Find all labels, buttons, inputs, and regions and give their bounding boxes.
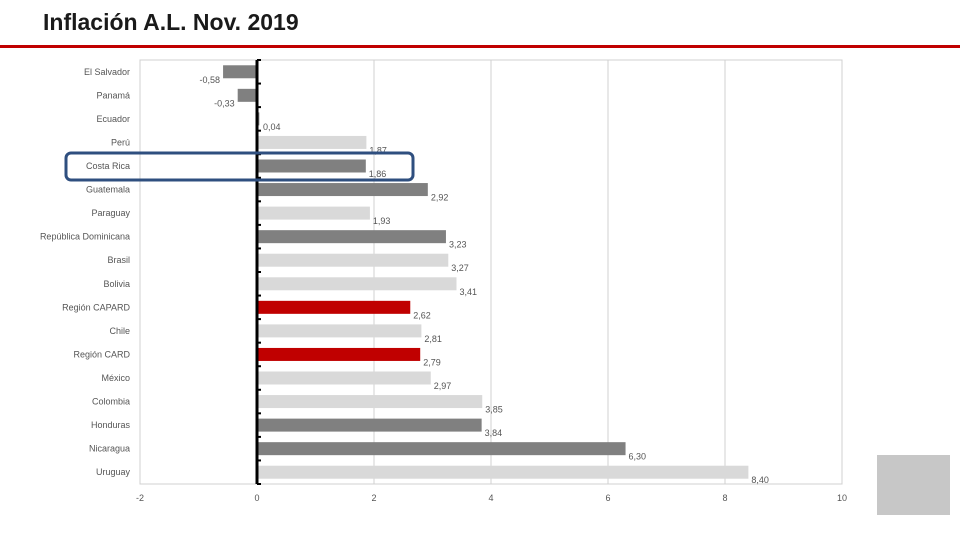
value-label: -0,58 [200, 75, 221, 85]
category-label: Chile [109, 326, 130, 336]
value-label: 2,79 [423, 357, 441, 367]
value-label: 8,40 [751, 475, 769, 485]
category-label: Región CAPARD [62, 302, 130, 312]
value-label: 3,23 [449, 240, 467, 250]
bar [257, 135, 367, 149]
bar [237, 88, 257, 102]
category-label: El Salvador [84, 67, 130, 77]
value-label: 3,85 [485, 405, 503, 415]
category-label: Colombia [92, 397, 130, 407]
bar [257, 347, 421, 361]
value-label: 1,87 [369, 145, 387, 155]
category-label: Bolivia [103, 279, 130, 289]
category-label: Uruguay [96, 467, 131, 477]
bar [257, 277, 457, 291]
bar [223, 65, 257, 79]
x-tick-labels: -2 0 2 4 6 8 10 [136, 493, 847, 503]
value-label: 6,30 [629, 452, 647, 462]
x-tick-label: 0 [254, 493, 259, 503]
bar [257, 159, 366, 173]
category-labels: El Salvador Panamá Ecuador Perú Costa Rica Gu… [40, 67, 131, 477]
value-label: 0,04 [263, 122, 281, 132]
x-tick-label: 2 [371, 493, 376, 503]
bar [257, 230, 446, 244]
value-label: 2,62 [413, 310, 431, 320]
value-label: 2,97 [434, 381, 452, 391]
bar [257, 324, 422, 338]
bar [257, 465, 749, 479]
gridlines [373, 60, 726, 484]
bar [257, 371, 431, 385]
category-label: Perú [111, 137, 130, 147]
bar [257, 442, 626, 456]
category-label: Honduras [91, 420, 131, 430]
value-label: 3,27 [451, 263, 469, 273]
category-label: Panamá [96, 90, 130, 100]
bar [257, 418, 482, 432]
highlight-box [64, 151, 415, 182]
bars [223, 65, 749, 479]
bar [257, 253, 449, 267]
category-label: Nicaragua [89, 444, 130, 454]
bar [257, 206, 370, 220]
costa-rica-highlight-box [64, 151, 415, 182]
bar [257, 395, 483, 409]
category-label: México [101, 373, 130, 383]
x-tick-label: 8 [722, 493, 727, 503]
value-label: 1,86 [369, 169, 387, 179]
bar [257, 300, 411, 314]
value-label: 2,81 [424, 334, 442, 344]
value-label: -0,33 [214, 98, 235, 108]
x-tick-label: -2 [136, 493, 144, 503]
category-label: Paraguay [91, 208, 130, 218]
x-tick-label: 4 [488, 493, 493, 503]
value-label: 3,84 [485, 428, 503, 438]
corner-gray-box [877, 455, 950, 515]
category-label: Guatemala [86, 185, 130, 195]
value-labels: -0,58 -0,33 0,04 1,87 1,86 2,92 1,93 3,23 3,27 3,… [200, 75, 769, 485]
category-label: Ecuador [96, 114, 130, 124]
title-underline [0, 45, 960, 48]
bar [257, 183, 428, 197]
category-label: Brasil [107, 255, 130, 265]
category-label: Región CARD [73, 349, 130, 359]
category-label: República Dominicana [40, 232, 130, 242]
x-tick-label: 10 [837, 493, 847, 503]
value-label: 3,41 [459, 287, 477, 297]
page-title: Inflación A.L. Nov. 2019 [43, 9, 299, 35]
zero-axis [255, 59, 261, 485]
x-tick-label: 6 [605, 493, 610, 503]
value-label: 2,92 [431, 193, 449, 203]
value-label: 1,93 [373, 216, 391, 226]
category-label: Costa Rica [86, 161, 130, 171]
